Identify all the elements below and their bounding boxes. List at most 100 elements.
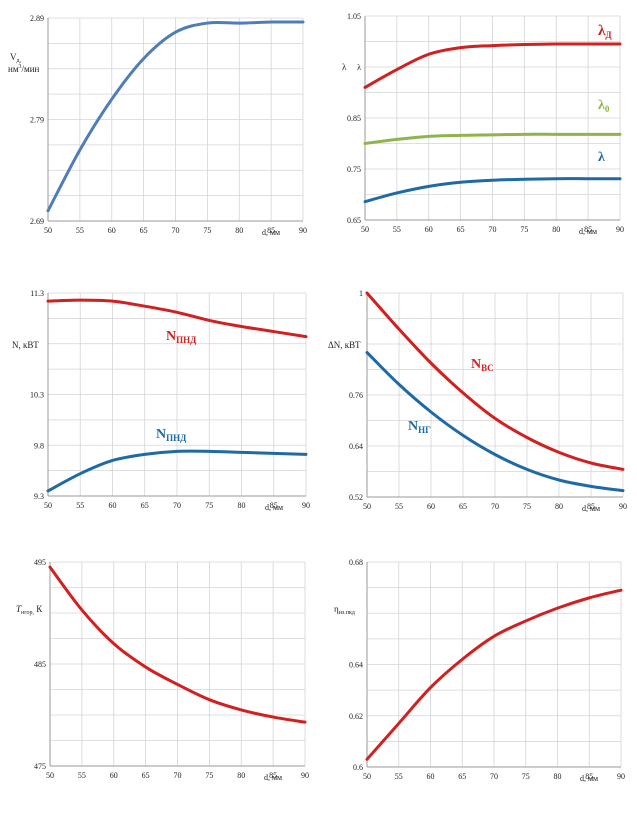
chart-panel-5: 50 55 60 65 70 75 80 85 90 475 485 495 d, мм Tнгор, К [16, 558, 309, 782]
series-line-2 [46, 449, 308, 493]
x-tick-label: 80 [555, 502, 563, 511]
x-axis-label: d, мм [265, 503, 283, 512]
y-tick-label: 10.3 [30, 391, 44, 400]
series-line-1 [365, 588, 623, 761]
series-label-main: N [166, 329, 176, 344]
x-axis-label: d, мм [580, 774, 598, 783]
series-label-main: N [471, 357, 481, 372]
series-line-1 [48, 565, 307, 724]
y-axis-label: ΔN, кВТ [328, 340, 361, 350]
y-axis-label-unit: нм [8, 64, 19, 74]
y-axis-label-unit: К [34, 604, 43, 614]
x-tick-label: 60 [427, 502, 435, 511]
chart-panel-3: 50 55 60 65 70 75 80 85 90 9.3 9.8 10.3 11.3 d, мм N, … [12, 289, 310, 512]
series-line-1 [46, 20, 305, 213]
y-tick-label: 0.65 [347, 216, 361, 225]
x-tick-label: 70 [491, 502, 499, 511]
x-tick-label: 70 [490, 772, 498, 781]
y-axis-label-sub: из.пкд [339, 610, 355, 616]
y-tick-label: 485 [34, 660, 46, 669]
x-tick-label: 50 [363, 772, 371, 781]
y-tick-label: 2.69 [30, 217, 44, 226]
y-tick-label: 9.3 [34, 492, 44, 501]
x-tick-label: 65 [142, 771, 150, 780]
x-tick-label: 60 [425, 225, 433, 234]
x-tick-label: 50 [44, 226, 52, 235]
series-line-3 [363, 177, 622, 204]
series-label-2: NПНД [156, 427, 187, 443]
chart-panel-4: 50 55 60 65 70 75 80 85 90 0.52 0.64 0.76 1 d, мм ΔN, … [328, 289, 627, 513]
series-line-1 [363, 42, 622, 89]
x-tick-label: 65 [458, 772, 466, 781]
series-label-sub: ПНД [166, 433, 187, 443]
y-axis-label-sub: д, [17, 58, 22, 64]
y-tick-label: 0.75 [347, 165, 361, 174]
series-label-main: N [408, 419, 418, 434]
x-tick-label: 65 [141, 501, 149, 510]
chart-panel-6: 50 55 60 65 70 75 80 85 90 0.6 0.62 0.64 0.68 d, мм ηи… [334, 558, 625, 783]
x-tick-label: 85 [587, 502, 595, 511]
y-tick-label: 0.52 [349, 493, 363, 502]
x-tick-label: 80 [238, 501, 246, 510]
y-axis-label-line2: нм3/мин [8, 64, 40, 74]
x-tick-label: 75 [523, 502, 531, 511]
x-tick-label: 75 [203, 226, 211, 235]
x-tick-label: 65 [459, 502, 467, 511]
chart-panel-1: 50 55 60 65 70 75 80 85 90 2.69 2.79 2.89 d, мм Vд,нм… [8, 14, 307, 237]
x-tick-label: 70 [489, 225, 497, 234]
x-tick-label: 80 [552, 225, 560, 234]
x-tick-label: 85 [584, 225, 592, 234]
series-label-main: λ [598, 150, 605, 165]
y-axis-label-sub: нгор, [21, 610, 35, 616]
y-axis-label: Tнгор, К [16, 604, 43, 616]
series-label-sub: ВС [481, 363, 494, 373]
x-tick-label: 55 [395, 772, 403, 781]
x-axis-label: d, мм [264, 773, 282, 782]
y-tick-label: 475 [34, 762, 46, 771]
y-tick-label: 9.8 [34, 441, 44, 450]
x-tick-label: 85 [269, 771, 277, 780]
series-line-1 [365, 291, 625, 471]
y-axis-label-main: η [334, 604, 339, 614]
x-tick-label: 75 [205, 771, 213, 780]
series-label-main: λ [598, 98, 605, 113]
series-label-2: λ0 [598, 98, 610, 114]
series-label-main: N [156, 427, 166, 442]
y-tick-label: 0.62 [349, 712, 363, 721]
y-tick-label: 2.79 [30, 116, 44, 125]
x-tick-label: 90 [619, 502, 627, 511]
y-tick-label: 1.05 [347, 12, 361, 21]
x-tick-label: 55 [78, 771, 86, 780]
x-tick-label: 90 [616, 225, 624, 234]
x-tick-label: 55 [76, 501, 84, 510]
y-tick-label: 0.68 [349, 558, 363, 567]
series-label-sub: 0 [605, 104, 610, 114]
y-tick-label: 0.64 [349, 442, 363, 451]
series-label-3: λ [598, 150, 605, 165]
x-tick-label: 55 [395, 502, 403, 511]
x-tick-label: 60 [427, 772, 435, 781]
y-axis-label: Vд, [10, 52, 22, 64]
x-tick-label: 65 [140, 226, 148, 235]
y-tick-label: 0.6 [353, 763, 363, 772]
x-axis-label: d, мм [579, 227, 597, 236]
x-tick-label: 75 [522, 772, 530, 781]
y-axis-label-main: T [16, 604, 22, 614]
x-tick-label: 50 [361, 225, 369, 234]
x-tick-label: 50 [46, 771, 54, 780]
x-tick-label: 50 [44, 501, 52, 510]
x-axis-label: d, мм [262, 228, 280, 237]
series-label-main: λ [598, 23, 606, 39]
x-tick-label: 85 [267, 226, 275, 235]
x-tick-label: 90 [299, 226, 307, 235]
series-label-1: NПНД [166, 329, 197, 345]
y-tick-label: 0.76 [349, 391, 363, 400]
series-label-sub: Д [605, 30, 612, 40]
series-label-2: NНГ [408, 419, 431, 435]
y-tick-label: 2.89 [30, 14, 44, 23]
series-label-1: λД [598, 23, 612, 40]
x-tick-label: 60 [108, 226, 116, 235]
y-tick-label: 495 [34, 558, 46, 567]
series-label-1: NВС [471, 357, 494, 373]
chart-panel-2: 50 55 60 65 70 75 80 85 90 0.65 0.75 0.85 λ 1.05 d, мм… [342, 12, 624, 236]
